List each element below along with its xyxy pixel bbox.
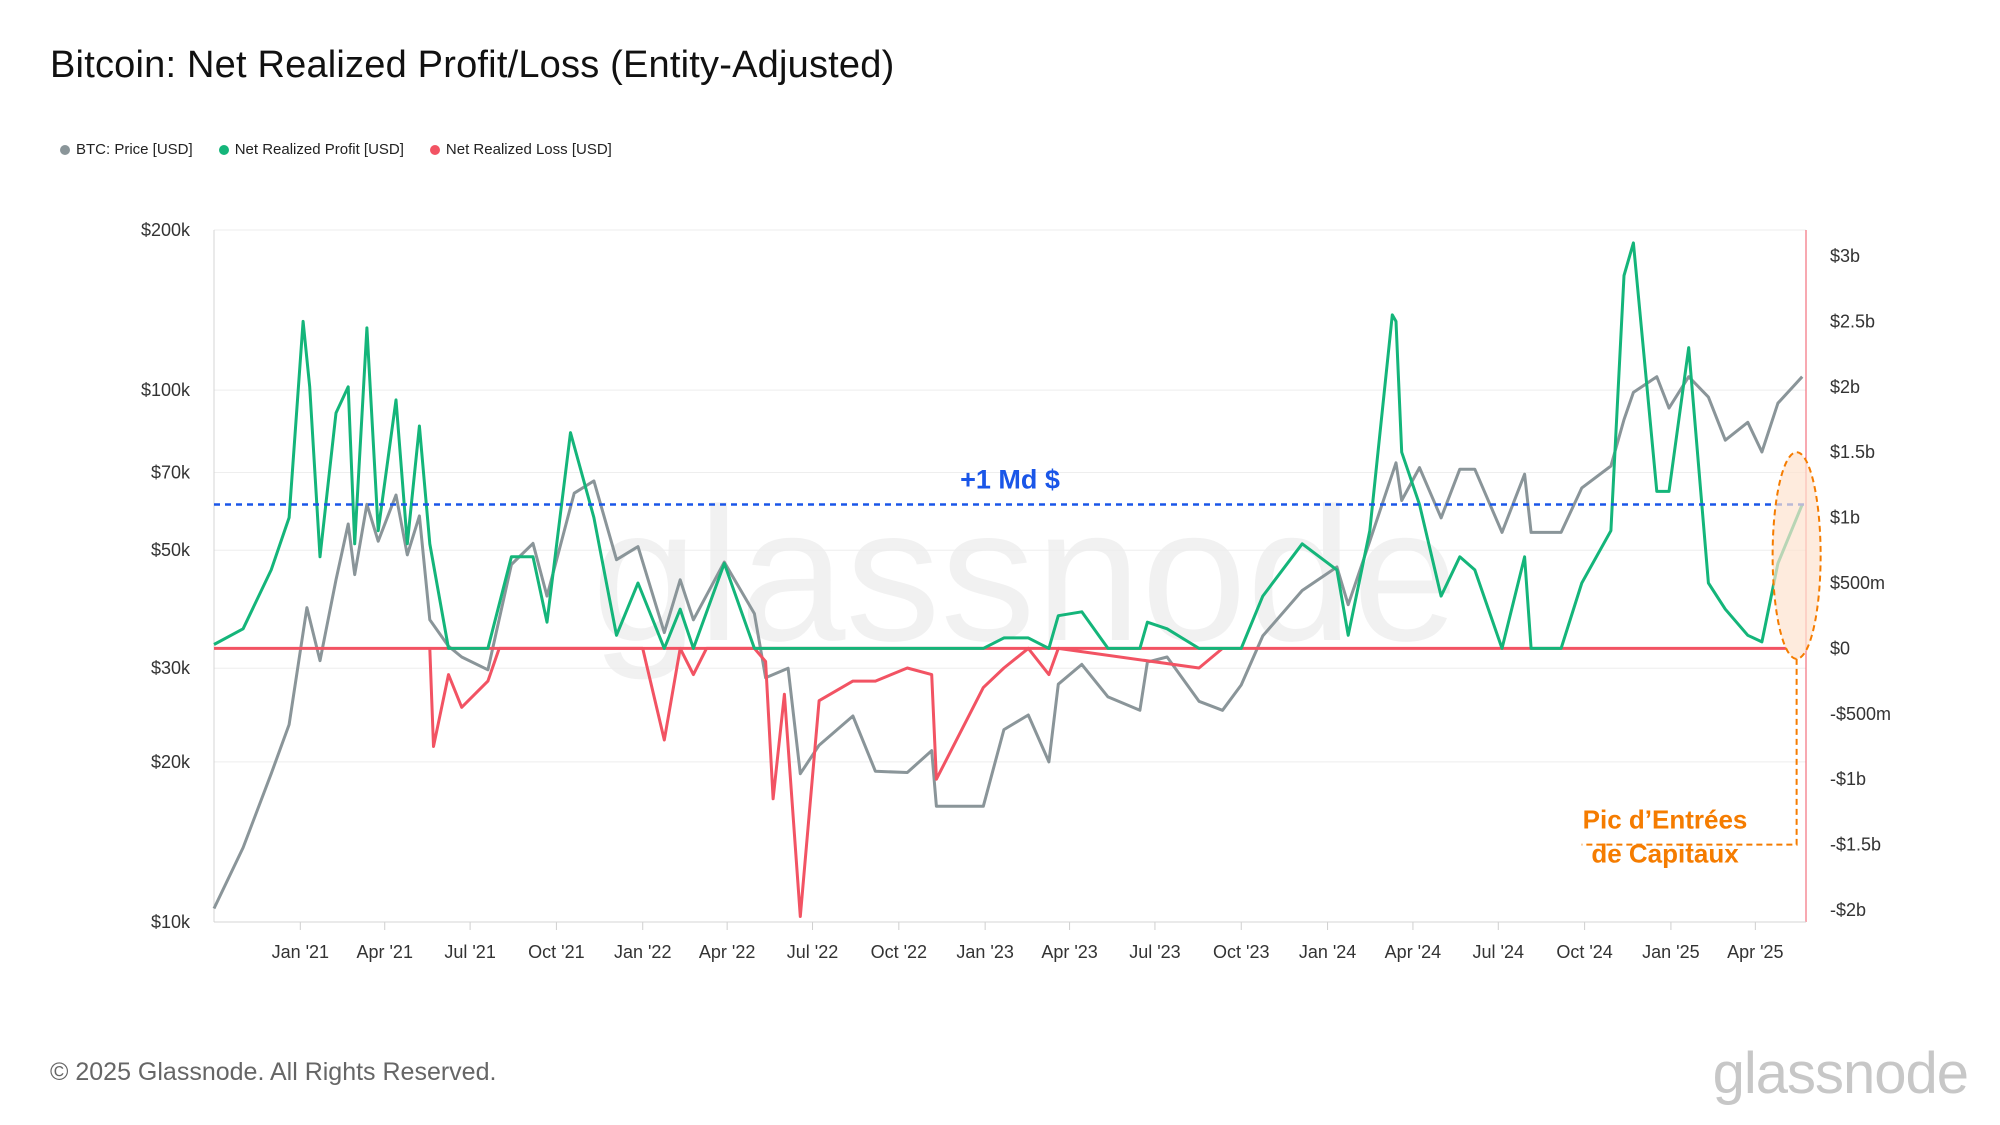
copyright-footer: © 2025 Glassnode. All Rights Reserved. <box>50 1058 497 1086</box>
x-tick-label: Jul '24 <box>1473 942 1524 962</box>
left-tick-label: $20k <box>151 752 191 772</box>
x-tick-label: Jan '21 <box>272 942 329 962</box>
reference-line-label: +1 Md $ <box>960 465 1060 495</box>
series-line-profit <box>213 241 1804 650</box>
annotation-ellipse <box>1771 451 1822 660</box>
glassnode-logo: glassnode <box>1712 1041 1969 1106</box>
legend-dot-profit <box>218 144 229 155</box>
x-tick-label: Jul '22 <box>787 942 838 962</box>
x-tick-label: Apr '22 <box>699 942 755 962</box>
series-line-loss <box>428 646 1224 918</box>
chart-title: Bitcoin: Net Realized Profit/Loss (Entit… <box>50 44 895 86</box>
x-tick-label: Jul '21 <box>444 942 495 962</box>
right-tick-label: -$500m <box>1830 704 1891 724</box>
annotation-label-line1: Pic d’Entrées <box>1583 805 1748 835</box>
x-tick-label: Apr '21 <box>356 942 412 962</box>
legend: BTC: Price [USD] Net Realized Profit [US… <box>60 141 612 158</box>
right-tick-label: $2b <box>1830 377 1860 397</box>
x-tick-label: Oct '22 <box>871 942 927 962</box>
right-tick-label: $2.5b <box>1830 311 1875 331</box>
x-tick-label: Oct '24 <box>1556 942 1612 962</box>
x-tick-label: Jan '25 <box>1642 942 1699 962</box>
x-tick-label: Jan '24 <box>1299 942 1356 962</box>
x-tick-label: Apr '23 <box>1041 942 1097 962</box>
x-tick-label: Jan '23 <box>956 942 1013 962</box>
legend-item-price: BTC: Price [USD] <box>60 141 193 158</box>
annotation-label-line2: de Capitaux <box>1591 839 1739 869</box>
right-tick-label: $500m <box>1830 573 1885 593</box>
x-tick-label: Apr '24 <box>1385 942 1441 962</box>
left-tick-label: $200k <box>141 220 191 240</box>
left-tick-label: $100k <box>141 380 191 400</box>
legend-label-loss: Net Realized Loss [USD] <box>445 141 612 158</box>
series-line-price <box>212 375 1804 910</box>
annotation-leader <box>1581 658 1798 846</box>
left-tick-label: $50k <box>151 540 191 560</box>
right-tick-label: -$1.5b <box>1830 835 1881 855</box>
right-tick-label: $0 <box>1830 638 1850 658</box>
left-tick-label: $30k <box>151 658 191 678</box>
legend-label-profit: Net Realized Profit [USD] <box>234 141 404 158</box>
legend-item-loss: Net Realized Loss [USD] <box>429 141 612 158</box>
legend-dot-price <box>60 144 70 155</box>
series-layer <box>212 241 1804 918</box>
left-tick-label: $70k <box>151 463 191 483</box>
x-tick-label: Oct '21 <box>528 942 584 962</box>
right-tick-label: $3b <box>1830 246 1860 266</box>
right-tick-label: $1.5b <box>1830 442 1875 462</box>
legend-item-profit: Net Realized Profit [USD] <box>218 141 404 158</box>
legend-dot-loss <box>429 144 440 155</box>
legend-label-price: BTC: Price [USD] <box>76 141 193 158</box>
axes: $10k $20k $30k $50k $70k $100k $200k $3b $2.5b $2… <box>141 220 1891 962</box>
x-tick-label: Apr '25 <box>1727 942 1783 962</box>
right-tick-label: -$1b <box>1830 769 1866 789</box>
right-tick-label: -$2b <box>1830 900 1866 920</box>
left-tick-label: $10k <box>151 912 191 932</box>
right-tick-label: $1b <box>1830 508 1860 528</box>
x-tick-label: Oct '23 <box>1213 942 1269 962</box>
x-tick-label: Jan '22 <box>614 942 671 962</box>
annotation-layer: +1 Md $ Pic d’Entrées de Capitaux <box>214 451 1822 869</box>
x-tick-label: Jul '23 <box>1129 942 1180 962</box>
